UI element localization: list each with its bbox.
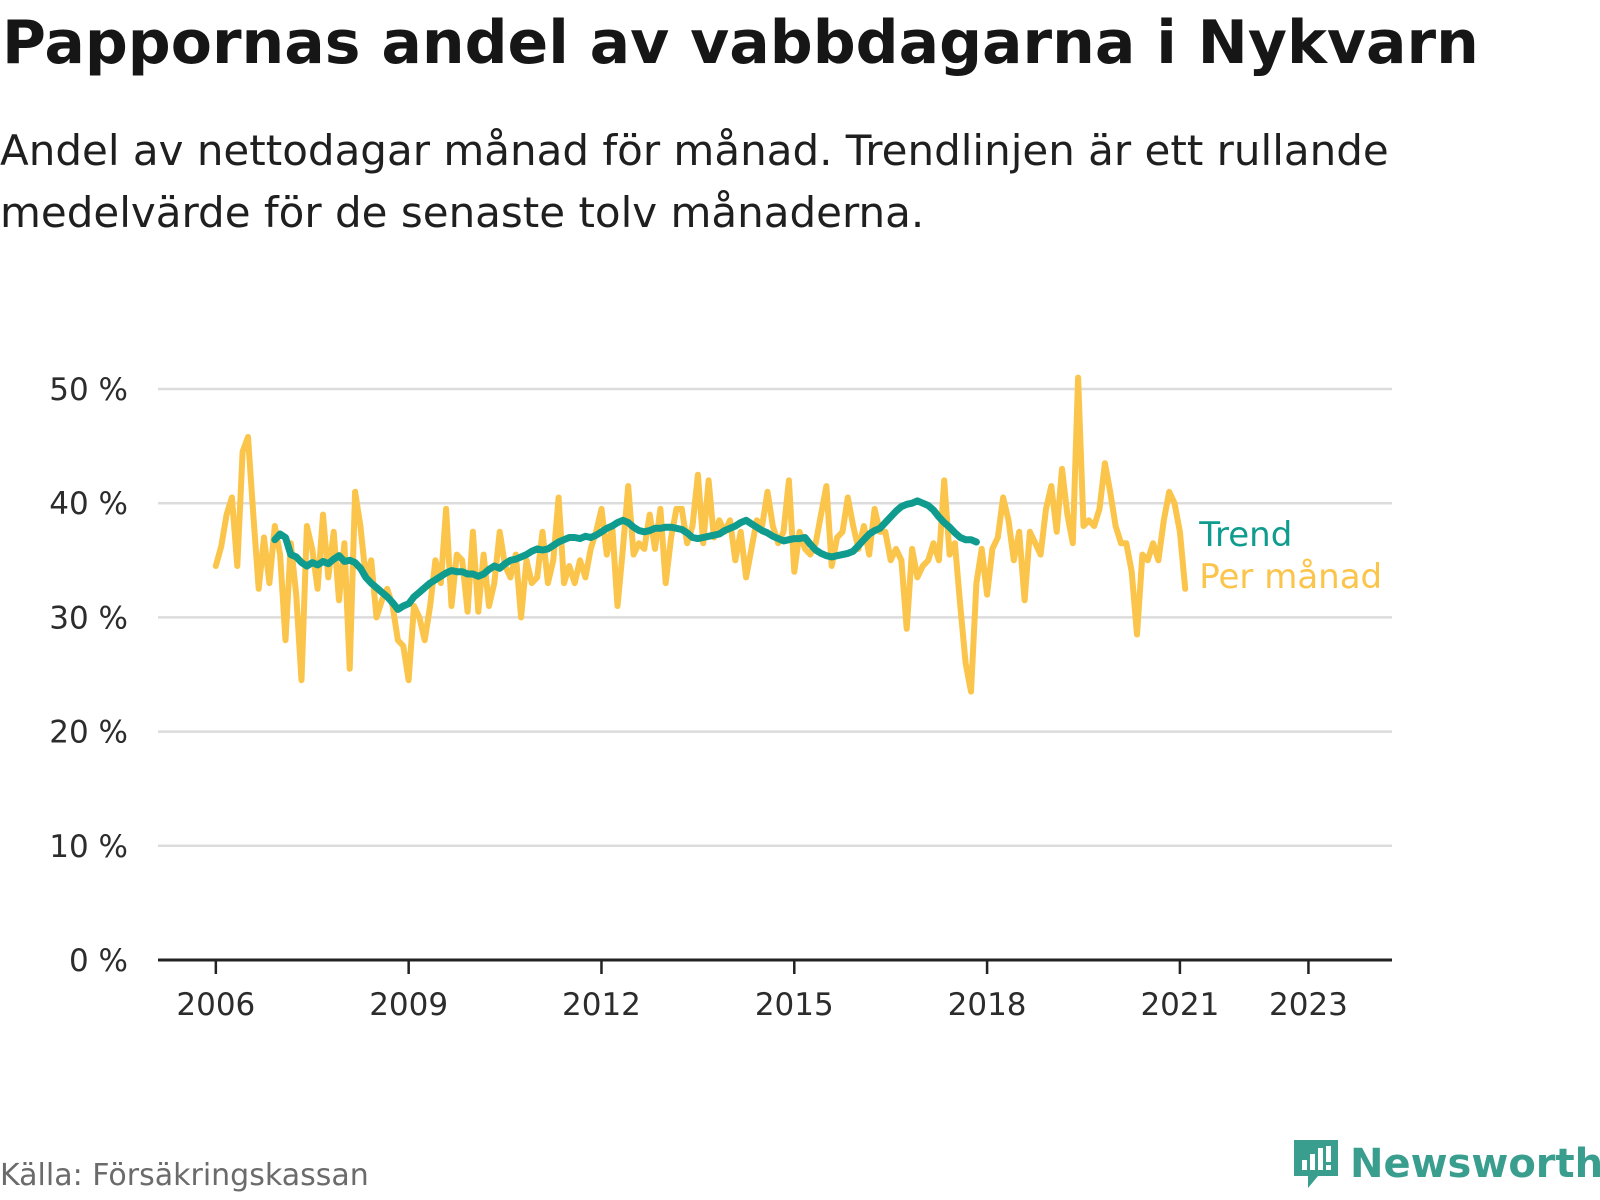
legend-label-trend: Trend [1198,515,1292,555]
series-lines [212,374,1189,695]
chart-subtitle: Andel av nettodagar månad för månad. Tre… [0,126,1389,237]
x-tick-label: 2009 [369,987,448,1023]
newsworthy-logo-icon [1294,1140,1338,1188]
y-tick-label: 20 % [49,715,128,751]
grid-lines [158,387,1392,848]
y-tick-label: 0 % [69,943,128,979]
y-tick-label: 40 % [49,486,128,522]
x-tick-label: 2023 [1269,987,1348,1023]
legend-label-per-manad: Per månad [1199,557,1382,597]
y-tick-label: 30 % [49,600,128,636]
x-tick-label: 2006 [176,987,255,1023]
series-line-per-manad [212,374,1189,695]
source-note: Källa: Försäkringskassan [0,1158,369,1193]
x-tick-label: 2018 [948,987,1027,1023]
x-axis-ticks: 2006 2009 2012 2015 2018 2021 2023 [176,960,1348,1023]
y-tick-label: 50 % [49,372,128,408]
x-tick-label: 2021 [1140,987,1219,1023]
x-tick-label: 2015 [755,987,834,1023]
y-tick-label: 10 % [49,829,128,865]
chart-title: Pappornas andel av vabbdagarna i Nykvarn [2,8,1479,78]
series-line-trend [271,497,980,613]
brand-logo[interactable]: Newsworthy [1292,1138,1600,1190]
brand-name: Newsworthy [1350,1141,1600,1187]
y-axis-ticks: 0 % 10 % 20 % 30 % 40 % 50 % [49,372,128,979]
line-chart: 0 % 10 % 20 % 30 % 40 % 50 % 2006 2009 2012 2015… [49,372,1392,1023]
x-tick-label: 2012 [562,987,641,1023]
